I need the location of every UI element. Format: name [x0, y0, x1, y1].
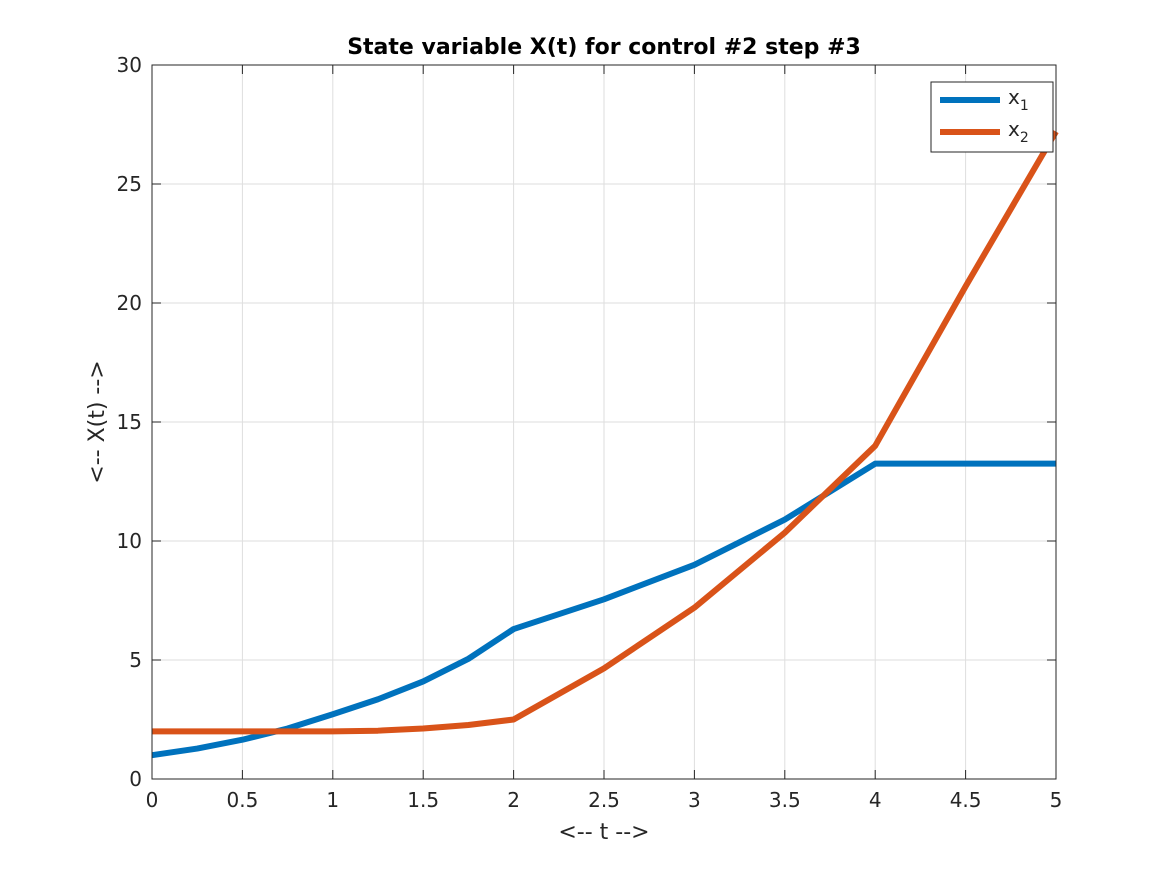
legend-label-x2: x2: [1008, 117, 1029, 146]
y-tick-label: 5: [129, 648, 142, 672]
legend-label-x1: x1: [1008, 85, 1029, 114]
x-axis-label: <-- t -->: [558, 820, 649, 845]
legend-label-x1-name: x: [1008, 85, 1020, 109]
y-tick-label: 25: [117, 172, 142, 196]
series-line-x1: [151, 460, 1056, 759]
x-tick-label: 1.5: [407, 788, 439, 812]
x-tick-label: 0.5: [226, 788, 258, 812]
y-tick-label: 20: [117, 291, 142, 315]
tick-labels: 0 0.5 1 1.5 2 2.5 3 3.5 4 4.5 5 0 5 10 15 20 25 30: [117, 53, 1063, 812]
x-tick-label: 2: [507, 788, 520, 812]
y-tick-label: 0: [129, 767, 142, 791]
legend-label-x2-subscript: 2: [1020, 130, 1029, 146]
y-tick-label: 15: [117, 410, 142, 434]
series-line-x2: [152, 130, 1059, 735]
legend: x1 x2: [930, 81, 1054, 153]
y-tick-label: 10: [117, 529, 142, 553]
x-tick-label: 3.5: [769, 788, 801, 812]
ticks: [151, 64, 1057, 780]
x-tick-label: 2.5: [588, 788, 620, 812]
legend-label-x1-subscript: 1: [1020, 98, 1029, 114]
x-tick-label: 4: [869, 788, 882, 812]
x-tick-label: 3: [688, 788, 701, 812]
chart-title: State variable X(t) for control #2 step …: [347, 35, 861, 60]
x-tick-label: 1: [326, 788, 339, 812]
legend-label-x2-name: x: [1008, 117, 1020, 141]
x-tick-label: 5: [1050, 788, 1063, 812]
x-tick-label: 4.5: [950, 788, 982, 812]
series-layer: [151, 130, 1059, 759]
legend-box: [930, 81, 1054, 153]
x-tick-label: 0: [146, 788, 159, 812]
y-tick-label: 30: [117, 53, 142, 77]
y-axis-label: <-- X(t) -->: [85, 360, 110, 483]
